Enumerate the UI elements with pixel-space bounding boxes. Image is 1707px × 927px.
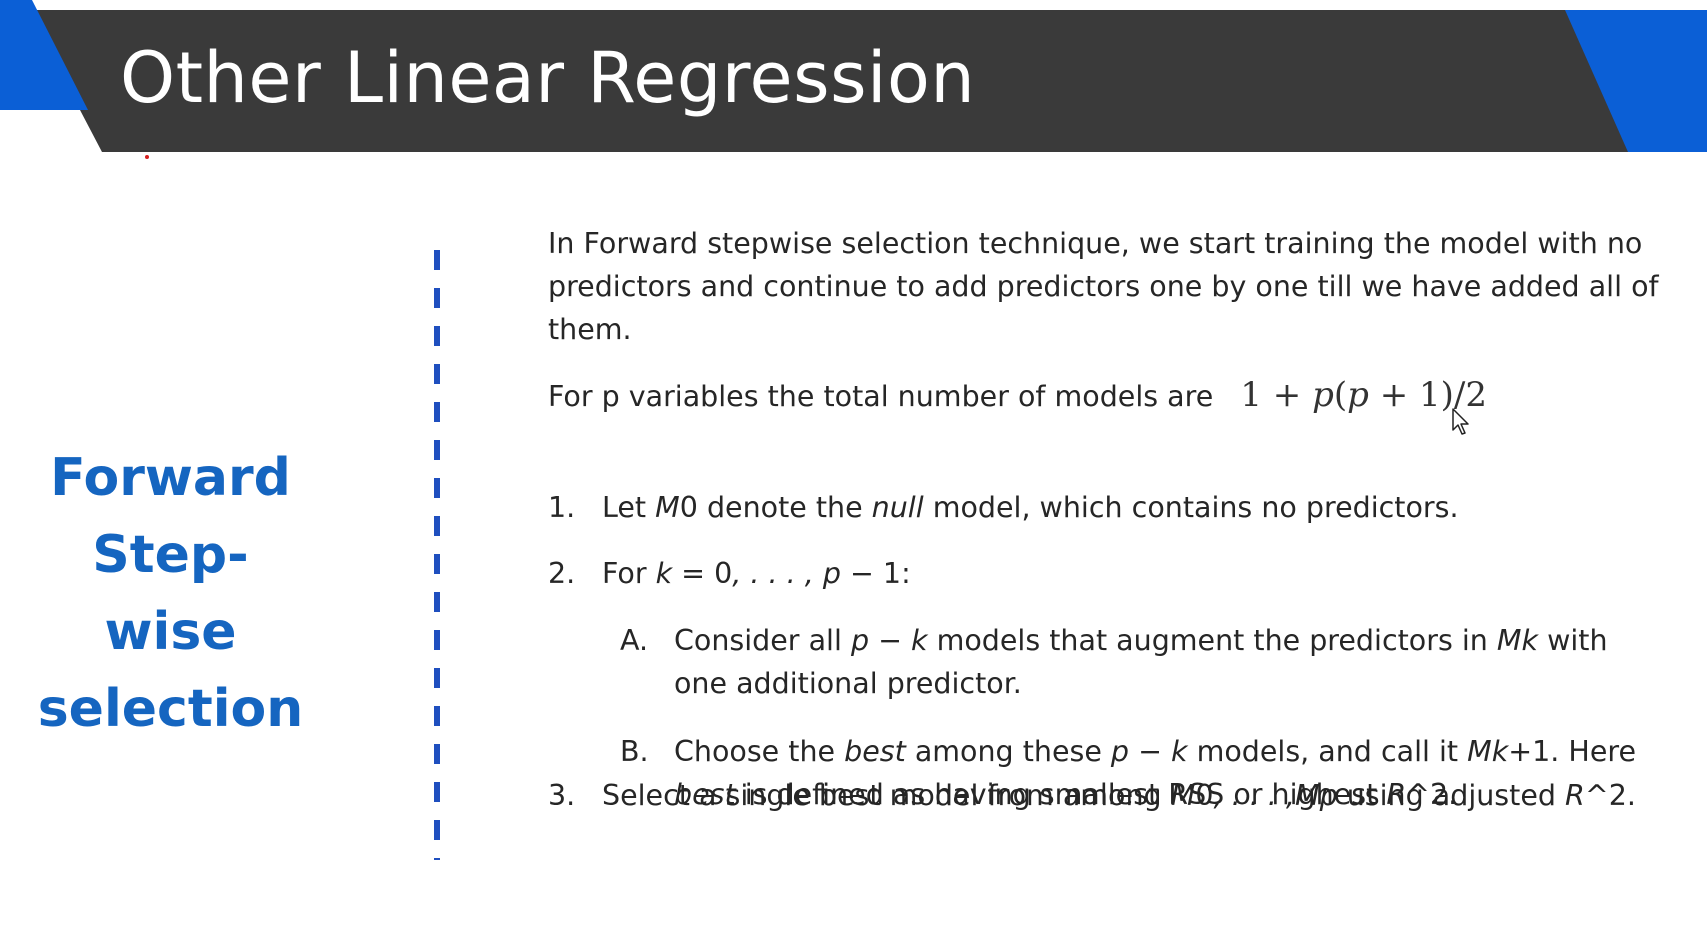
red-dot-mark (145, 155, 149, 159)
step-1-text-a: Let (602, 491, 656, 524)
step-1-text-c: model, which contains no predictors. (923, 491, 1459, 524)
step-1-text: Let M0 denote the null model, which cont… (602, 486, 1662, 529)
step-2a-text-a: Consider all (674, 624, 851, 657)
step-3-text-c: using adjusted (1337, 779, 1566, 812)
title-bar-dark-band (0, 10, 1707, 152)
step-2-number: 2. (548, 557, 576, 590)
step-3-number: 3. (548, 779, 576, 812)
step-2b-text-a: Choose the (674, 735, 845, 768)
section-label-line-1: Forward (50, 448, 291, 508)
step-2b-italic-a: best (844, 735, 906, 768)
step-2b-letter: B. (620, 735, 649, 768)
step-2b-italic-e: R (1386, 778, 1407, 811)
step-2a-letter: A. (620, 624, 649, 657)
step-3-text: Select a single best model from among M0… (602, 774, 1662, 817)
step-1-text-b: 0 denote the (679, 491, 872, 524)
step-2a-italic-a: p − k (850, 624, 928, 657)
section-label-line-2: Step-wise (92, 525, 249, 662)
step-2a-text-c: with one additional predictor. (674, 624, 1608, 700)
step-2b-text-e: is defined as having smallest RSS or hig… (735, 778, 1387, 811)
step-2-text-b: = 0 (672, 557, 733, 590)
step-2b-italic-d: best (674, 778, 736, 811)
step-2-italic-b: , . . . , p (732, 557, 841, 590)
step-2-italic-a: k (655, 557, 673, 590)
mouse-pointer-graphic (1452, 408, 1469, 435)
step-3-text-d: ^2. (1584, 779, 1636, 812)
step-3-text-a: Select a single best model from among (602, 779, 1171, 812)
step-2b-text-f: ^2. (1406, 778, 1458, 811)
formula-p-1: p (1312, 375, 1334, 415)
step-2b-text: Choose the best among these p − k models… (674, 730, 1664, 816)
step-2-text: For k = 0, . . . , p − 1: (602, 552, 1662, 595)
formula-line: For p variables the total number of mode… (548, 374, 1663, 418)
intro-paragraph: In Forward stepwise selection technique,… (548, 227, 1659, 346)
title-bar-right-accent (1565, 10, 1707, 152)
step-2b-text-b: among these (905, 735, 1111, 768)
formula-one: 1 (1240, 375, 1262, 415)
step-3-italic-a: M (1170, 779, 1196, 812)
step-2a-text-b: models that augment the predictors in (927, 624, 1497, 657)
step-2b-text-d: +1. Here (1508, 735, 1636, 768)
step-2b-text-c: models, and call it (1187, 735, 1468, 768)
step-3-italic-c: R (1565, 779, 1585, 812)
dashed-divider (434, 250, 440, 860)
step-1-italic-a: M (655, 491, 680, 524)
step-2-text-c: − 1: (840, 557, 911, 590)
step-1-number: 1. (548, 491, 576, 524)
slide-title: Other Linear Regression (120, 37, 976, 119)
title-bar: Other Linear Regression (0, 0, 1707, 160)
step-3-italic-b: , . . . ,Mp (1213, 779, 1338, 812)
step-2b-italic-b: p − k (1110, 735, 1188, 768)
step-2-text-a: For (602, 557, 656, 590)
title-bar-graphic (0, 0, 1707, 152)
formula-p-2: p (1347, 375, 1369, 415)
step-1-italic-b: null (871, 491, 924, 524)
step-2a-italic-b: Mk (1496, 624, 1539, 657)
formula-plus-2: + (1379, 375, 1409, 415)
section-label: Forward Step-wise selection (28, 440, 313, 748)
step-3-text-b: 0 (1195, 779, 1214, 812)
formula-plus-1: + (1272, 375, 1302, 415)
section-label-line-3: selection (37, 679, 304, 739)
formula-open-paren: ( (1333, 375, 1348, 415)
formula-lead: For p variables the total number of mode… (548, 380, 1214, 413)
step-2b-italic-c: Mk (1467, 735, 1509, 768)
step-2a-text: Consider all p − k models that augment t… (674, 619, 1664, 705)
mouse-pointer-icon (1452, 408, 1472, 440)
model-count-formula: 1 + p(p + 1)/2 (1240, 375, 1487, 415)
title-bar-left-accent (0, 0, 88, 110)
